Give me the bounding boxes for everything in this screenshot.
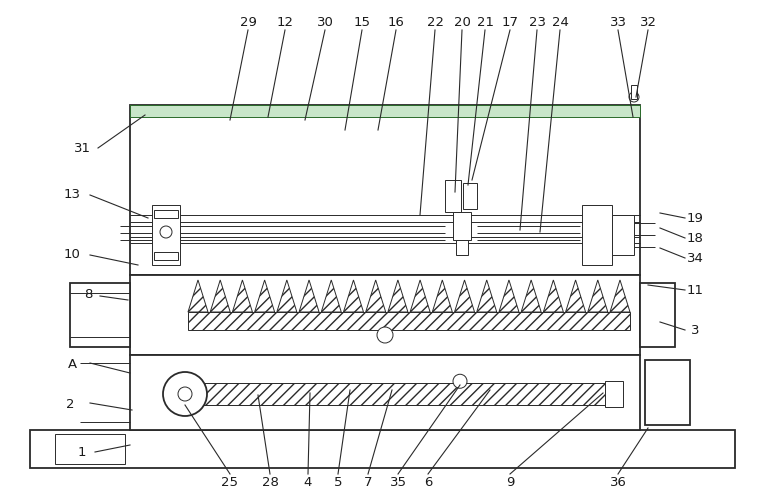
Circle shape — [178, 387, 192, 401]
Bar — [130, 275, 640, 355]
Bar — [154, 210, 178, 218]
Text: 23: 23 — [528, 16, 546, 29]
Text: 33: 33 — [610, 16, 626, 29]
Polygon shape — [321, 280, 341, 312]
Bar — [130, 105, 640, 275]
Text: 5: 5 — [334, 475, 342, 488]
Bar — [612, 215, 634, 255]
Bar — [201, 383, 605, 405]
Polygon shape — [477, 280, 497, 312]
Circle shape — [453, 374, 467, 388]
Polygon shape — [454, 280, 474, 312]
Circle shape — [160, 226, 172, 238]
Polygon shape — [277, 280, 297, 312]
Text: 30: 30 — [317, 16, 334, 29]
Text: 1: 1 — [78, 445, 86, 458]
Polygon shape — [499, 280, 519, 312]
Text: 34: 34 — [686, 252, 704, 265]
Polygon shape — [565, 280, 585, 312]
Polygon shape — [410, 280, 430, 312]
Bar — [453, 212, 471, 240]
Bar — [605, 381, 623, 407]
Text: 20: 20 — [454, 16, 470, 29]
Polygon shape — [610, 280, 630, 312]
Text: 22: 22 — [426, 16, 444, 29]
Text: 6: 6 — [424, 475, 432, 488]
Text: 9: 9 — [506, 475, 515, 488]
Bar — [188, 312, 630, 330]
Polygon shape — [188, 280, 208, 312]
Text: 12: 12 — [277, 16, 293, 29]
Text: 17: 17 — [502, 16, 518, 29]
Bar — [582, 205, 612, 265]
Text: 10: 10 — [64, 248, 81, 262]
Circle shape — [163, 372, 207, 416]
Polygon shape — [543, 280, 563, 312]
Text: 21: 21 — [477, 16, 493, 29]
Text: 13: 13 — [64, 188, 81, 201]
Text: 11: 11 — [686, 284, 704, 297]
Polygon shape — [344, 280, 363, 312]
Text: 16: 16 — [388, 16, 404, 29]
Text: 8: 8 — [84, 289, 92, 302]
Text: 15: 15 — [353, 16, 371, 29]
Text: 29: 29 — [239, 16, 256, 29]
Text: 7: 7 — [364, 475, 372, 488]
Text: 18: 18 — [686, 231, 704, 244]
Polygon shape — [211, 280, 230, 312]
Text: 28: 28 — [261, 475, 278, 488]
Bar — [55, 434, 125, 464]
Bar — [645, 360, 690, 425]
Bar — [70, 283, 130, 347]
Text: 32: 32 — [639, 16, 657, 29]
Polygon shape — [432, 280, 452, 312]
Bar — [154, 252, 178, 260]
Polygon shape — [233, 280, 252, 312]
Bar — [463, 183, 477, 209]
Bar — [130, 355, 640, 430]
Polygon shape — [521, 280, 541, 312]
Polygon shape — [388, 280, 408, 312]
Bar — [130, 105, 640, 117]
Text: 31: 31 — [74, 141, 90, 154]
Bar — [445, 180, 461, 212]
Text: 19: 19 — [686, 211, 704, 224]
Bar — [631, 85, 637, 99]
Text: 3: 3 — [691, 324, 699, 337]
Circle shape — [377, 327, 393, 343]
Text: 4: 4 — [304, 475, 312, 488]
Text: 36: 36 — [610, 475, 626, 488]
Circle shape — [629, 92, 639, 102]
Bar — [30, 430, 735, 468]
Polygon shape — [299, 280, 319, 312]
Polygon shape — [366, 280, 385, 312]
Polygon shape — [587, 280, 608, 312]
Text: 24: 24 — [552, 16, 568, 29]
Text: A: A — [68, 359, 77, 372]
Polygon shape — [255, 280, 274, 312]
Text: 35: 35 — [389, 475, 407, 488]
Bar — [640, 283, 675, 347]
Text: 2: 2 — [66, 398, 74, 411]
Bar — [456, 240, 468, 255]
Text: 25: 25 — [221, 475, 239, 488]
Bar — [152, 205, 180, 265]
